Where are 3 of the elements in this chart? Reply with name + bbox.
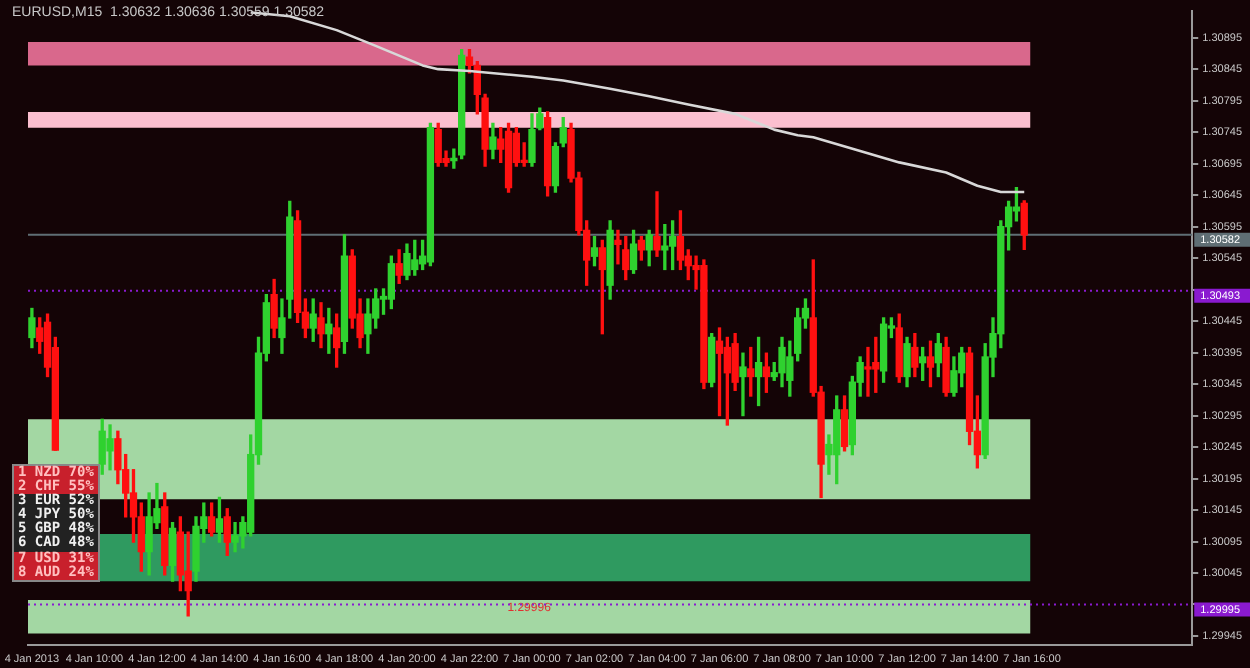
candlestick xyxy=(864,346,872,397)
candlestick xyxy=(653,191,661,257)
candlestick xyxy=(739,352,747,417)
